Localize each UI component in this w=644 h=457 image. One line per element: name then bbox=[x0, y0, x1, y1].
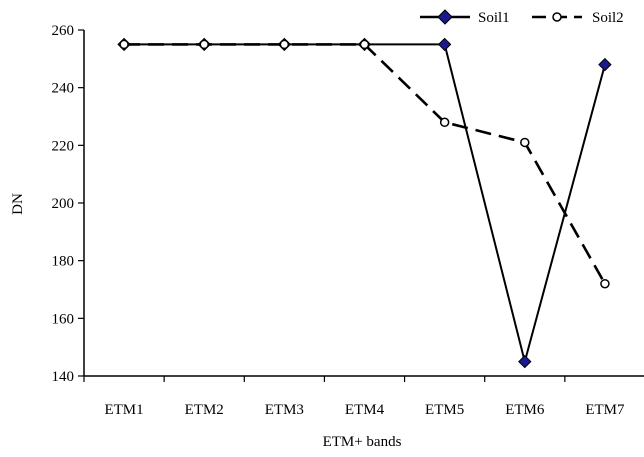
series-layer bbox=[117, 37, 612, 369]
x-tick-label: ETM3 bbox=[265, 402, 304, 418]
x-tick-label: ETM2 bbox=[185, 402, 224, 418]
data-point-circle bbox=[600, 278, 610, 289]
data-point-circle bbox=[520, 137, 530, 148]
legend-soil2-marker bbox=[552, 12, 562, 22]
data-point-diamond bbox=[518, 354, 532, 369]
y-tick-label: 160 bbox=[52, 311, 75, 327]
y-tick-label: 240 bbox=[52, 81, 75, 97]
x-tick-label: ETM6 bbox=[505, 402, 545, 418]
y-axis-title: DN bbox=[10, 193, 26, 215]
x-tick-label: ETM1 bbox=[104, 402, 143, 418]
y-tick-label: 200 bbox=[52, 196, 75, 212]
y-tick-label: 180 bbox=[52, 254, 75, 270]
legend: Soil1 Soil2 bbox=[420, 9, 624, 26]
data-point-diamond bbox=[437, 37, 452, 52]
data-point-diamond bbox=[598, 57, 612, 72]
data-point-circle bbox=[279, 39, 290, 50]
legend-soil2-label: Soil2 bbox=[592, 10, 624, 26]
x-axis-title: ETM+ bands bbox=[323, 434, 402, 450]
x-tick-label: ETM5 bbox=[425, 402, 464, 418]
x-tick-label: ETM4 bbox=[345, 402, 385, 418]
data-point-circle bbox=[119, 39, 129, 50]
data-point-circle bbox=[439, 117, 450, 128]
y-tick-label: 220 bbox=[52, 138, 75, 154]
series-line-soil2 bbox=[124, 43, 607, 285]
data-point-circle bbox=[359, 39, 370, 50]
series-soil2 bbox=[119, 39, 610, 289]
tick-labels: 140 160 180 200 220 240 260 ETM1 ETM2 ETM3 ETM4 ETM… bbox=[52, 23, 626, 418]
x-tick-label: ETM7 bbox=[585, 402, 625, 418]
data-point-circle bbox=[199, 39, 209, 50]
legend-soil1-label: Soil1 bbox=[478, 10, 510, 26]
legend-soil1-marker bbox=[437, 9, 453, 25]
series-line-soil1 bbox=[124, 43, 606, 363]
series-soil1 bbox=[117, 37, 612, 369]
y-tick-label: 260 bbox=[52, 23, 75, 39]
axes bbox=[78, 29, 644, 382]
y-tick-label: 140 bbox=[52, 369, 75, 385]
